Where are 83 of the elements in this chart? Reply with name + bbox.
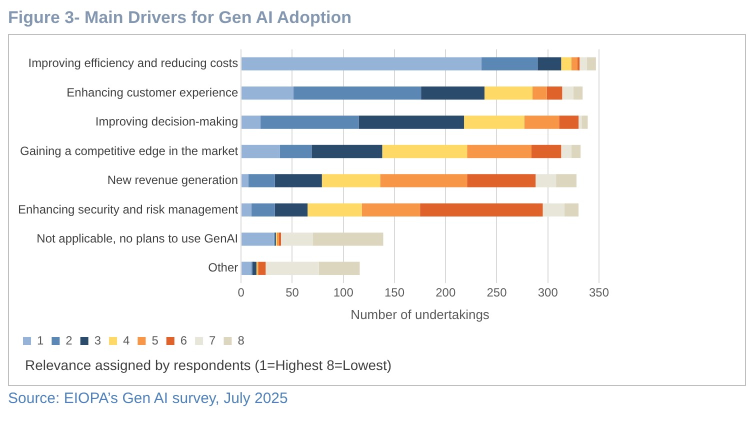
- bar: [582, 116, 588, 129]
- bar: [542, 203, 564, 217]
- legend-label: 4: [123, 333, 130, 348]
- y-tick-label: Not applicable, no plans to use GenAI: [36, 231, 238, 246]
- bar: [524, 116, 560, 129]
- y-tick-label: New revenue generation: [107, 173, 238, 188]
- bar: [573, 86, 583, 100]
- x-tick-label: 50: [286, 286, 300, 300]
- bar: [467, 174, 536, 188]
- bar: [312, 144, 382, 158]
- bar: [308, 203, 362, 217]
- bar: [580, 57, 587, 70]
- chart-title: Figure 3- Main Drivers for Gen AI Adoption: [8, 8, 352, 29]
- bar: [556, 174, 577, 188]
- bar: [536, 174, 556, 188]
- legend-label: 1: [37, 333, 44, 348]
- x-tick-label: 300: [538, 286, 558, 300]
- legend-label: 2: [66, 333, 73, 348]
- bar: [538, 57, 562, 70]
- bar: [242, 57, 482, 70]
- bar: [260, 116, 359, 129]
- bar: [564, 203, 579, 217]
- x-tick-label: 350: [588, 286, 610, 300]
- legend-label: 3: [94, 333, 102, 348]
- bar: [242, 116, 261, 129]
- bar: [546, 86, 562, 100]
- bar: [362, 203, 420, 217]
- source-note: Source: EIOPA’s Gen AI survey, July 2025: [8, 390, 289, 407]
- bar: [242, 203, 252, 217]
- y-tick-label: Enhancing customer experience: [66, 85, 238, 100]
- bar: [274, 174, 322, 188]
- bar: [293, 86, 422, 100]
- bar: [561, 57, 572, 70]
- y-tick-label: Enhancing security and risk management: [18, 202, 239, 216]
- x-tick-label: 100: [333, 286, 354, 300]
- bar: [266, 262, 319, 275]
- bar: [420, 203, 543, 217]
- bar: [242, 262, 252, 275]
- bar: [380, 174, 468, 188]
- bar: [358, 116, 464, 129]
- bar: [467, 144, 532, 158]
- bar: [252, 262, 256, 275]
- bar: [242, 144, 280, 158]
- bar: [562, 86, 574, 100]
- legend-label: 6: [180, 333, 188, 348]
- bar: [578, 116, 582, 129]
- bar: [248, 174, 275, 188]
- bar: [251, 203, 275, 217]
- bar: [561, 144, 572, 158]
- bar: [586, 57, 596, 70]
- bar: [464, 116, 524, 129]
- bar: [484, 86, 533, 100]
- legend-label: 8: [238, 333, 245, 348]
- bar: [242, 174, 248, 188]
- legend-label: 5: [152, 333, 159, 348]
- x-axis-title: Number of undertakings: [350, 306, 490, 322]
- legend-title: Relevance assigned by respondents (1=Highest 8=Lowest): [25, 357, 393, 373]
- bar: [322, 174, 380, 188]
- bar: [318, 262, 360, 275]
- bar: [532, 86, 547, 100]
- x-tick-label: 0: [238, 286, 245, 300]
- x-tick-label: 250: [486, 286, 508, 300]
- bar: [532, 144, 562, 158]
- bar: [280, 144, 312, 158]
- x-tick-label: 150: [384, 286, 405, 300]
- bar: [382, 144, 468, 158]
- bar: [281, 232, 313, 246]
- x-tick-label: 200: [436, 286, 456, 300]
- bar: [242, 232, 274, 246]
- bar: [571, 57, 578, 70]
- bar: [559, 116, 579, 129]
- bar: [258, 262, 266, 275]
- bar: [312, 232, 384, 246]
- y-tick-label: Improving efficiency and reducing costs: [28, 56, 238, 70]
- bar: [274, 203, 308, 217]
- y-tick-label: Gaining a competitive edge in the market: [20, 144, 239, 158]
- bar: [571, 144, 581, 158]
- y-tick-label: Other: [208, 260, 238, 275]
- bar: [242, 86, 294, 100]
- bar: [421, 86, 484, 100]
- legend-label: 7: [209, 333, 216, 348]
- y-tick-label: Improving decision-making: [95, 114, 238, 129]
- bar: [481, 57, 538, 70]
